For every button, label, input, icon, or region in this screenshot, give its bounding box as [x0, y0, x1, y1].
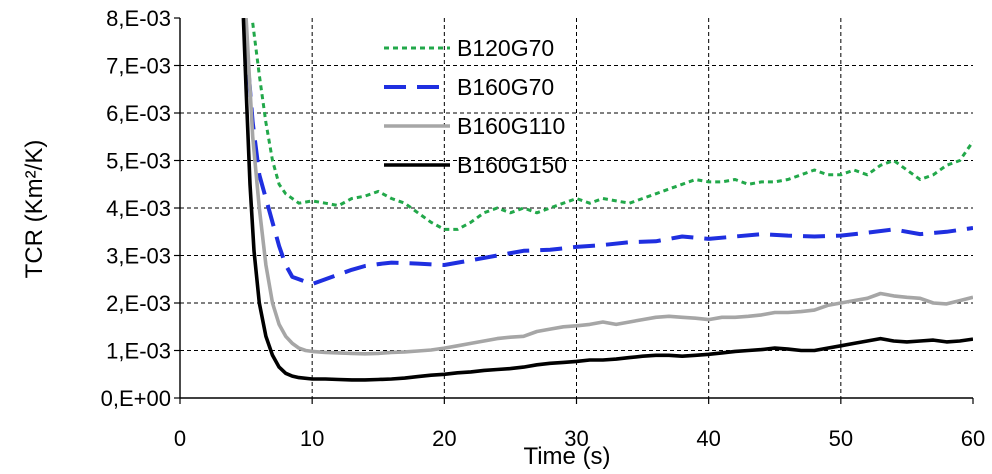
y-tick-label: 6,E-03 [106, 101, 171, 126]
x-tick-label: 20 [432, 426, 456, 451]
series-lines [241, 18, 973, 382]
legend-label: B120G70 [457, 35, 554, 61]
series-line-b160g150 [241, 18, 973, 382]
y-tick-label: 0,E+00 [101, 386, 171, 411]
x-tick-label: 50 [829, 426, 853, 451]
legend-label: B160G70 [457, 74, 554, 100]
y-tick-label: 2,E-03 [106, 291, 171, 316]
series-line-b120g70 [251, 22, 973, 231]
x-tick-label: 0 [174, 426, 186, 451]
legend-label: B160G150 [457, 152, 567, 178]
x-tick-label: 40 [696, 426, 720, 451]
y-axis-title: TCR (Km²/K) [21, 140, 48, 279]
series-line-b160g110 [244, 18, 973, 356]
y-tick-label: 5,E-03 [106, 149, 171, 174]
x-axis-title: Time (s) [523, 443, 610, 470]
tick-labels: 0,E+00 1,E-03 2,E-03 3,E-03 4,E-03 5,E-03 6,E-… [101, 6, 986, 451]
x-tick-label: 30 [564, 426, 588, 451]
x-tick-label: 60 [961, 426, 985, 451]
series-line-b160g70 [244, 41, 973, 286]
grid-lines [180, 18, 973, 398]
y-tick-label: 3,E-03 [106, 244, 171, 269]
legend: B120G70 B160G70 B160G110 B160G150 [384, 35, 567, 178]
y-tick-label: 1,E-03 [106, 339, 171, 364]
plot-frame [174, 17, 974, 404]
y-tick-label: 8,E-03 [106, 6, 171, 31]
y-tick-label: 7,E-03 [106, 54, 171, 79]
x-tick-label: 10 [300, 426, 324, 451]
y-tick-label: 4,E-03 [106, 196, 171, 221]
legend-label: B160G110 [457, 113, 565, 139]
